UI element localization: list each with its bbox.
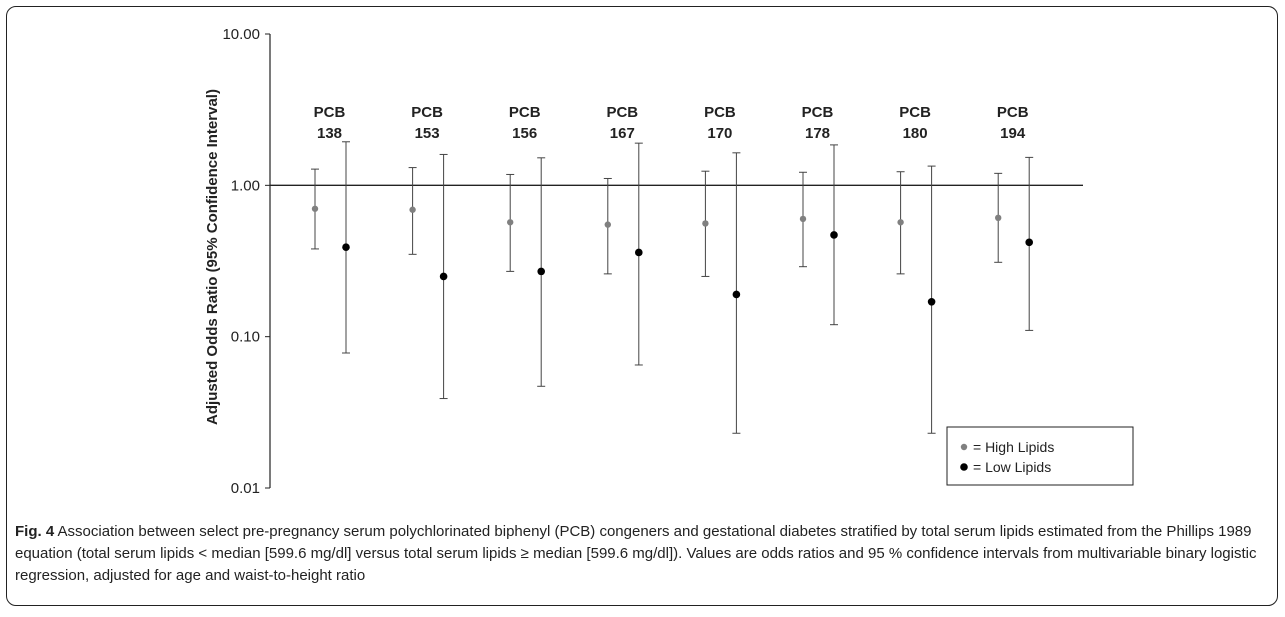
group-label-line1: PCB: [411, 104, 443, 121]
y-tick-label: 10.00: [222, 26, 260, 43]
point-low-lipids: [342, 243, 350, 252]
y-tick-label: 0.10: [231, 329, 260, 346]
point-low-lipids: [635, 248, 643, 257]
group-label-line1: PCB: [314, 104, 346, 121]
legend-label: = High Lipids: [973, 439, 1054, 455]
point-low-lipids: [732, 290, 741, 299]
group-label-line1: PCB: [997, 104, 1029, 121]
point-low-lipids: [927, 297, 936, 306]
caption-label: Fig. 4: [15, 523, 55, 540]
point-high-lipids: [995, 214, 1002, 222]
point-high-lipids: [409, 206, 416, 213]
point-low-lipids: [1025, 238, 1033, 247]
group-label-line2: 156: [512, 125, 537, 142]
group-label-line2: 194: [1000, 125, 1026, 142]
y-axis-label-group: Adjusted Odds Ratio (95% Confidence Inte…: [204, 89, 221, 425]
group-label-line1: PCB: [509, 104, 541, 121]
group-label-line2: 138: [317, 125, 342, 142]
legend-label: = Low Lipids: [973, 459, 1051, 475]
group-label-line1: PCB: [704, 104, 736, 121]
point-low-lipids: [439, 272, 448, 281]
group-label-line2: 170: [707, 125, 732, 142]
group-label-line2: 178: [805, 125, 830, 142]
legend-marker-low-lipids: [960, 463, 968, 471]
point-high-lipids: [311, 205, 319, 212]
legend-marker-high-lipids: [960, 443, 968, 451]
legend: = High Lipids = Low Lipids: [946, 426, 1134, 486]
figure-frame: 0.01 0.10 1.00 10.00 Adjusted Odds Ratio (9…: [6, 6, 1278, 606]
group-labels: PCB 138 PCB 153 PCB 156 PCB 167 PCB 170 PCB 178 PCB 1…: [314, 104, 1029, 142]
y-tick-label: 0.01: [231, 480, 260, 497]
group-label-line1: PCB: [606, 104, 638, 121]
axes: [269, 34, 1083, 488]
odds-ratio-chart: 0.01 0.10 1.00 10.00 Adjusted Odds Ratio (9…: [204, 26, 1134, 497]
point-high-lipids: [702, 220, 709, 227]
y-tick-label: 1.00: [231, 177, 260, 194]
point-high-lipids: [897, 219, 904, 226]
group-label-line2: 180: [903, 125, 928, 142]
figure-caption: Fig. 4 Association between select pre-pr…: [15, 521, 1277, 587]
point-low-lipids: [830, 231, 838, 239]
group-label-line1: PCB: [802, 104, 834, 121]
group-label-line1: PCB: [899, 104, 931, 121]
point-high-lipids: [799, 215, 807, 223]
data-marks: [311, 141, 1034, 434]
legend-box: [946, 426, 1134, 486]
group-label-line2: 153: [415, 125, 440, 142]
caption-text: Association between select pre-pregnancy…: [15, 523, 1257, 584]
point-high-lipids: [604, 221, 611, 228]
point-high-lipids: [507, 219, 514, 226]
y-ticks: 0.01 0.10 1.00 10.00: [222, 26, 270, 497]
y-axis-label: Adjusted Odds Ratio (95% Confidence Inte…: [204, 89, 221, 425]
group-label-line2: 167: [610, 125, 635, 142]
point-low-lipids: [537, 267, 545, 276]
